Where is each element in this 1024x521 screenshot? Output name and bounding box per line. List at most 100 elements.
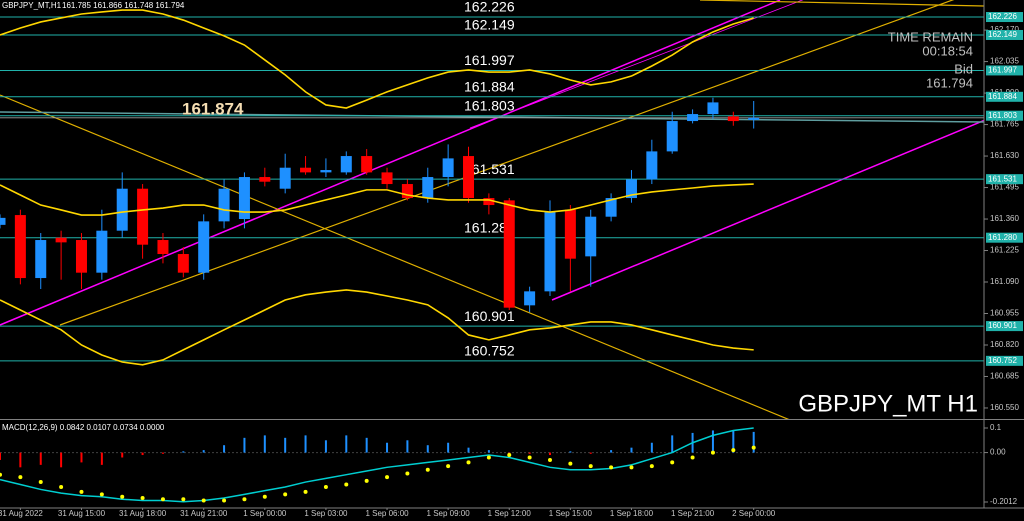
histogram-bar <box>39 452 42 465</box>
x-tick-label: 1 Sep 00:00 <box>243 509 287 518</box>
candle-body <box>137 188 149 245</box>
histogram-bar <box>711 430 714 453</box>
histogram-bar <box>569 451 572 453</box>
level-label: 161.997 <box>464 52 515 68</box>
candle-body <box>585 216 597 257</box>
histogram-bar <box>650 442 653 453</box>
level-label: 160.752 <box>464 343 515 359</box>
x-tick-label: 31 Aug 2022 <box>0 509 43 518</box>
trend-line <box>0 0 781 326</box>
time-remain: 00:18:54 <box>922 43 973 58</box>
macd-line <box>0 427 754 503</box>
reference-line <box>0 111 984 123</box>
level-axis-box <box>986 91 1023 102</box>
level-label: 160.901 <box>464 308 515 324</box>
signal-dot <box>262 494 267 499</box>
level-axis-box <box>986 65 1023 76</box>
candle-body <box>605 198 617 217</box>
y-tick-label: 161.765 <box>990 120 1019 129</box>
candle-body <box>401 184 413 199</box>
x-tick-label: 1 Sep 03:00 <box>304 509 348 518</box>
candle-body <box>361 156 373 173</box>
signal-dot <box>99 492 104 497</box>
histogram-bar <box>548 452 551 456</box>
level-axis-box <box>986 12 1023 23</box>
level-label: 161.280 <box>464 219 515 235</box>
x-tick-label: 31 Aug 15:00 <box>58 509 106 518</box>
y-tick-label: 160.685 <box>990 372 1019 381</box>
x-tick-label: 2 Sep 00:00 <box>732 509 776 518</box>
bid-value: 161.794 <box>926 75 973 90</box>
level-axis-label: 162.226 <box>988 12 1017 21</box>
candle-body <box>198 221 210 273</box>
level-axis-label: 161.997 <box>988 66 1017 75</box>
signal-dot <box>710 450 715 455</box>
candle-body <box>259 177 271 182</box>
histogram-bar <box>345 435 348 453</box>
x-tick-label: 31 Aug 18:00 <box>119 509 167 518</box>
indicator-line <box>0 289 754 366</box>
chart-title: GBPJPY_MT,H1 <box>2 1 62 10</box>
candle-body <box>503 200 515 308</box>
candle-body <box>177 254 189 273</box>
y-tick-label: 160.820 <box>990 340 1019 349</box>
candle-body <box>157 240 169 255</box>
histogram-bar <box>243 437 246 453</box>
signal-dot <box>283 492 288 497</box>
candle-body <box>748 117 760 120</box>
level-axis-label: 161.884 <box>988 92 1017 101</box>
candle-body <box>96 230 108 273</box>
level-label: 161.803 <box>464 97 515 113</box>
signal-dot <box>344 482 349 487</box>
histogram-bar <box>386 442 389 453</box>
candle-body <box>524 291 536 306</box>
signal-dot <box>242 497 247 502</box>
histogram-bar <box>487 450 490 453</box>
signal-dot <box>120 494 125 499</box>
histogram-bar <box>284 437 287 453</box>
indicator-line <box>0 9 754 109</box>
y-tick-label: 161.225 <box>990 246 1019 255</box>
x-tick-label: 1 Sep 18:00 <box>610 509 654 518</box>
trend-line <box>699 0 984 7</box>
signal-dot <box>222 498 227 503</box>
signal-dot <box>588 464 593 469</box>
candle-body <box>646 151 658 180</box>
histogram-bar <box>263 435 266 453</box>
histogram-bar <box>161 452 164 454</box>
ohlc-header: 161.785 161.866 161.748 161.794 <box>62 1 185 10</box>
candle-body <box>238 177 250 220</box>
candle-body <box>422 177 434 199</box>
x-tick-label: 1 Sep 12:00 <box>488 509 532 518</box>
candle-body <box>75 240 87 273</box>
level-axis-label: 161.803 <box>988 111 1017 120</box>
candle-body <box>218 188 230 222</box>
histogram-bar <box>365 437 368 453</box>
signal-dot <box>303 489 308 494</box>
histogram-bar <box>467 447 470 453</box>
candle-body <box>14 215 26 279</box>
signal-dot <box>38 480 43 485</box>
histogram-bar <box>141 452 144 456</box>
signal-dot <box>486 455 491 460</box>
histogram-bar <box>447 442 450 453</box>
signal-dot <box>609 465 614 470</box>
signal-dot <box>466 460 471 465</box>
candle-body <box>116 188 128 231</box>
level-label: 162.149 <box>464 17 515 33</box>
level-axis-label: 162.149 <box>988 30 1017 39</box>
histogram-bar <box>19 452 22 468</box>
signal-dot <box>690 455 695 460</box>
candle-body <box>707 102 719 115</box>
signal-dot <box>18 475 23 480</box>
level-axis-label: 160.752 <box>988 356 1017 365</box>
candle-body <box>625 179 637 199</box>
signal-dot <box>670 460 675 465</box>
histogram-bar <box>202 450 205 453</box>
signal-dot <box>527 455 532 460</box>
main-plot: 162.226 162.149 161.997 161.884 161.803 161.5… <box>0 0 984 366</box>
y-tick-label: 161.630 <box>990 151 1019 160</box>
signal-dot <box>323 484 328 489</box>
